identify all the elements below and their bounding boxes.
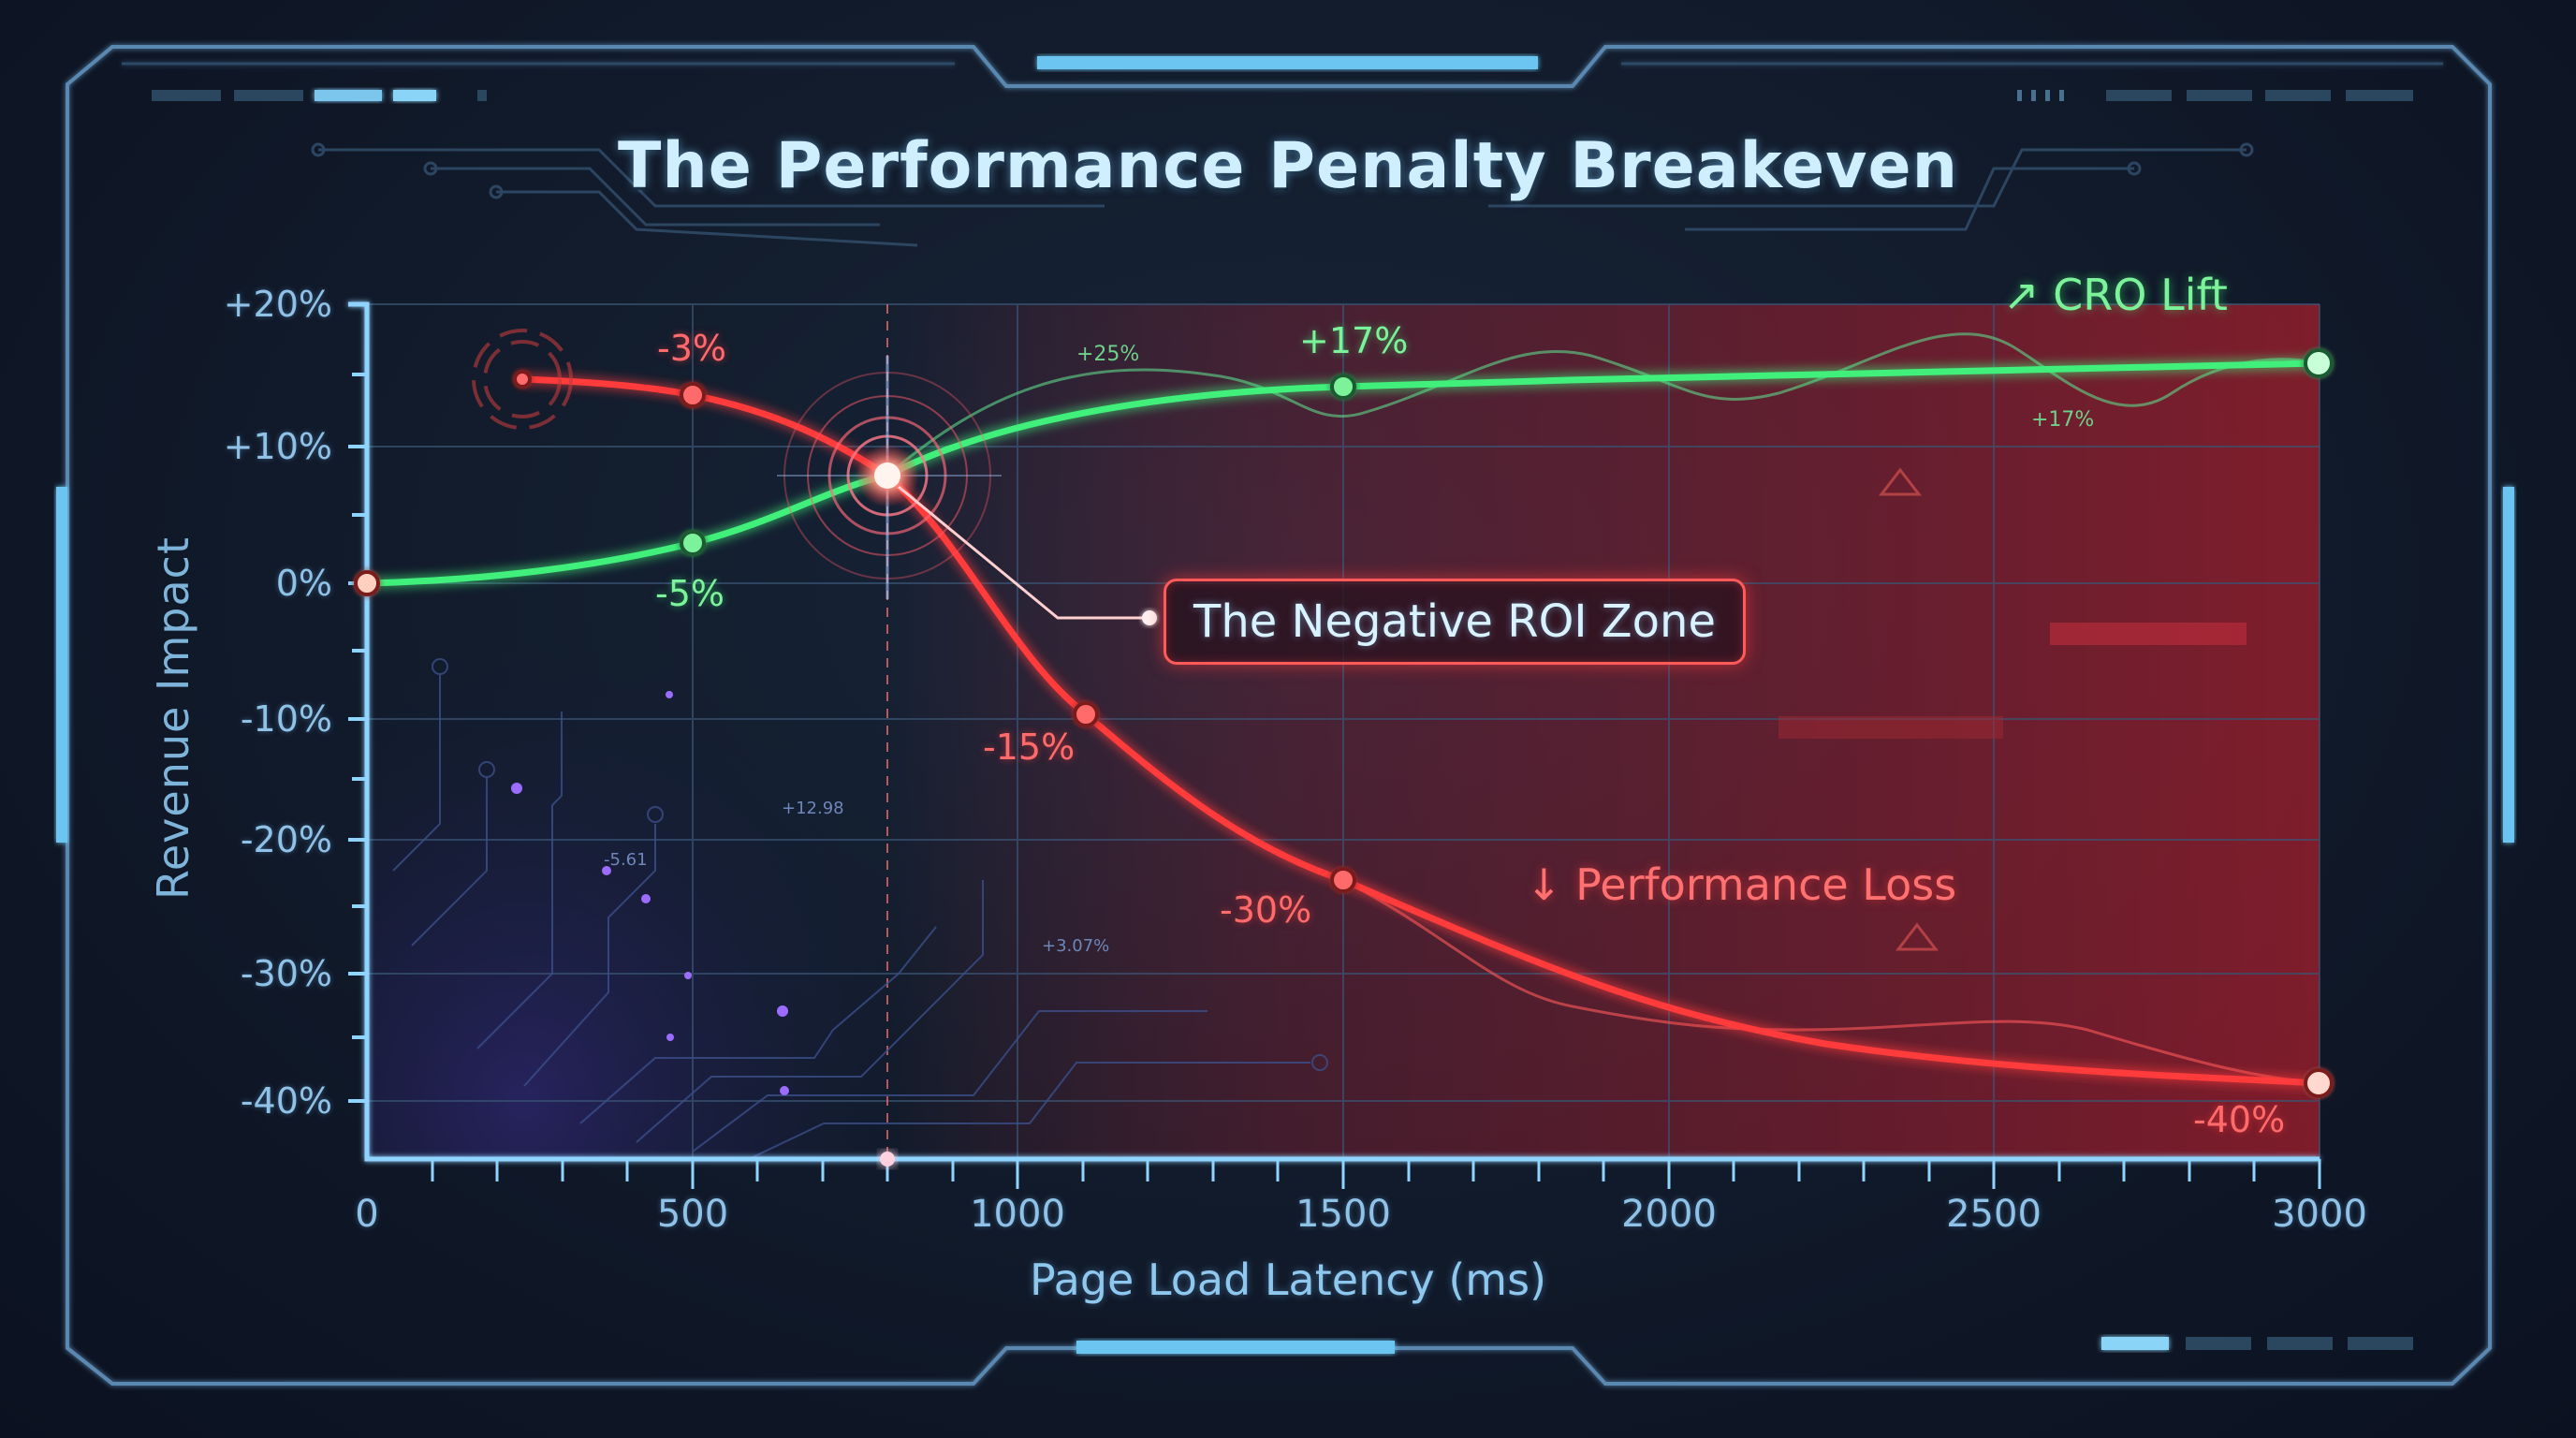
y-tick-label: +10% xyxy=(223,426,332,467)
green-markers xyxy=(680,348,2334,556)
y-minor-ticks xyxy=(348,373,367,1103)
start-target-rings xyxy=(472,329,573,430)
trail-label: +25% xyxy=(1076,343,1140,366)
arrow-down-icon: ↓ xyxy=(1526,859,1562,910)
legend-performance-loss: ↓ Performance Loss xyxy=(1526,859,1956,910)
x-tick-label: 0 xyxy=(355,1193,379,1236)
hazard-icon xyxy=(1878,467,1939,951)
point-label-red-500: -3% xyxy=(657,328,726,369)
decor-value: +12.98 xyxy=(782,799,844,818)
breakeven-marker xyxy=(777,356,1002,1167)
callout-label: The Negative ROI Zone xyxy=(1193,595,1716,648)
point-label-green-1500: +17% xyxy=(1299,320,1409,361)
point-label-red-3000: -40% xyxy=(2193,1099,2286,1140)
performance-loss-line xyxy=(521,375,2320,1087)
point-label-red-1100: -15% xyxy=(983,726,1076,768)
y-tick-label: 0% xyxy=(275,563,332,604)
point-label-green-500: -5% xyxy=(655,573,724,614)
lower-left-zone xyxy=(367,583,887,1159)
y-tick-label: -30% xyxy=(240,953,332,994)
y-tick-label: -20% xyxy=(240,819,332,860)
x-tick-label: 2500 xyxy=(1946,1193,2042,1236)
y-tick-label: -40% xyxy=(240,1080,332,1122)
grid-lines xyxy=(367,303,2320,1159)
negative-roi-callout: The Negative ROI Zone xyxy=(1164,579,1746,665)
legend-cro-lift: ↗ CRO Lift xyxy=(2003,270,2228,320)
arrow-up-right-icon: ↗ xyxy=(2003,270,2040,320)
x-tick-label: 3000 xyxy=(2272,1193,2367,1236)
circuit-traces xyxy=(311,142,2254,247)
red-markers xyxy=(354,370,2334,1098)
legend-performance-loss-label: Performance Loss xyxy=(1575,859,1957,910)
callout-leader xyxy=(898,485,1149,620)
x-tick-label: 1000 xyxy=(970,1193,1065,1236)
x-tick-label: 2000 xyxy=(1621,1193,1717,1236)
x-axis-title: Page Load Latency (ms) xyxy=(1029,1255,1547,1305)
hud-frame xyxy=(66,45,2492,1386)
y-tick-label: -10% xyxy=(240,698,332,740)
decor-value: -5.61 xyxy=(604,850,648,870)
trail-label: +17% xyxy=(2031,408,2095,432)
x-ticks xyxy=(431,1159,2321,1189)
decor-circuit-lowerleft xyxy=(392,658,1328,1160)
x-tick-label: 1500 xyxy=(1295,1193,1391,1236)
decor-value: +3.07% xyxy=(1042,936,1110,956)
frame-top-indicators xyxy=(56,56,2514,1354)
loss-trail xyxy=(1342,878,2320,1085)
point-label-red-1500: -30% xyxy=(1220,889,1312,931)
chart-title: The Performance Penalty Breakeven xyxy=(618,129,1958,203)
x-tick-label: 500 xyxy=(656,1193,729,1236)
hazard-stripes xyxy=(1778,623,2247,739)
y-tick-label: +20% xyxy=(223,284,332,325)
decor-sparks xyxy=(511,691,789,1095)
y-axis-title: Revenue Impact xyxy=(148,536,198,901)
cro-lift-line xyxy=(366,360,2320,587)
legend-cro-lift-label: CRO Lift xyxy=(2053,270,2228,320)
